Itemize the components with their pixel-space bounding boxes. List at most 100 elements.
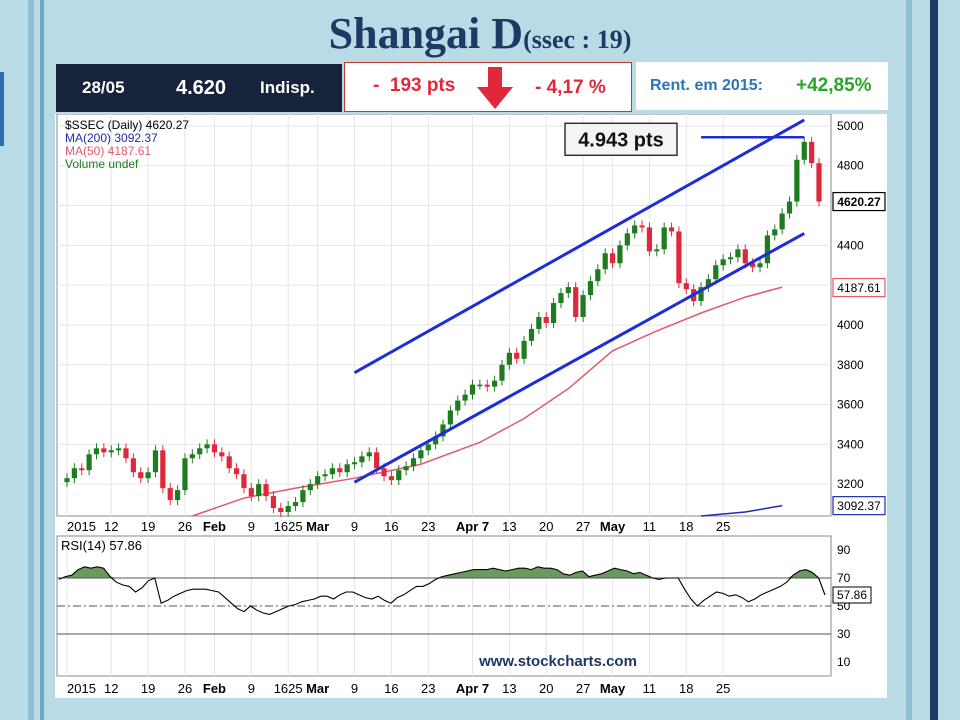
left-border-stripe bbox=[28, 0, 34, 720]
candle-body bbox=[219, 452, 225, 457]
rsi-date-tick-label: 27 bbox=[576, 681, 590, 696]
change-points: - 193 pts bbox=[373, 75, 456, 96]
ma50-price-tag-box bbox=[832, 277, 886, 298]
candle-body bbox=[307, 484, 313, 491]
candle-body bbox=[720, 259, 726, 266]
rsi-label: RSI(14) 57.86 bbox=[61, 538, 142, 553]
candle-body bbox=[278, 508, 284, 513]
rsi-date-tick-label: 25 bbox=[716, 681, 730, 696]
candle-body bbox=[182, 458, 188, 491]
ma200-line bbox=[700, 504, 783, 517]
upper-channel-line bbox=[353, 118, 805, 375]
candle-body bbox=[609, 253, 616, 264]
left-accent-bar bbox=[0, 72, 4, 146]
candle-body bbox=[521, 340, 527, 359]
candle-body bbox=[727, 257, 734, 260]
date-tick-label: 9 bbox=[351, 519, 358, 534]
candle-body bbox=[447, 410, 453, 425]
candle-body bbox=[152, 450, 159, 473]
candle-body bbox=[499, 364, 505, 381]
candle-body bbox=[388, 476, 394, 481]
candle-body bbox=[418, 450, 424, 459]
candle-body bbox=[676, 231, 682, 284]
candle-body bbox=[425, 444, 431, 451]
main-plot-area bbox=[56, 113, 832, 517]
date-tick-label: 11 bbox=[643, 519, 657, 534]
chart-frame: 3200340036003800400042004400460048005000… bbox=[55, 113, 887, 698]
candle-body bbox=[130, 458, 136, 473]
candle-body bbox=[292, 502, 299, 507]
info-date: 28/05 bbox=[82, 78, 125, 97]
candle-body bbox=[315, 476, 321, 485]
ma200-price-tag-box bbox=[832, 496, 886, 516]
candle-body bbox=[248, 488, 254, 497]
candle-body bbox=[506, 352, 512, 365]
candle-body bbox=[174, 490, 181, 501]
candle-body bbox=[735, 249, 741, 258]
price-tick-label: 3200 bbox=[837, 477, 864, 491]
candle-body bbox=[211, 444, 218, 453]
candle-body bbox=[233, 468, 240, 475]
change-box: - 193 pts - 4,17 % bbox=[344, 62, 632, 112]
rent-label: Rent. em 2015: bbox=[650, 77, 763, 94]
candle-body bbox=[801, 141, 807, 160]
candle-body bbox=[786, 201, 793, 214]
date-tick-label: 19 bbox=[141, 519, 155, 534]
rsi-date-tick-label: 9 bbox=[248, 681, 255, 696]
rsi-date-tick-label: 23 bbox=[421, 681, 435, 696]
candle-body bbox=[270, 496, 277, 509]
last-price-tag-box bbox=[832, 191, 886, 212]
candle-body bbox=[477, 384, 483, 387]
rsi-tick-label: 30 bbox=[837, 627, 851, 641]
price-tick-label: 4400 bbox=[837, 238, 864, 252]
candle-body bbox=[108, 450, 114, 453]
candle-body bbox=[79, 468, 85, 471]
rsi-date-tick-label: 13 bbox=[502, 681, 516, 696]
price-tick-label: 3600 bbox=[837, 398, 864, 412]
date-tick-label: 18 bbox=[679, 519, 693, 534]
rsi-date-tick-label: Feb bbox=[203, 681, 226, 696]
candle-body bbox=[705, 279, 712, 288]
candle-body bbox=[337, 468, 343, 473]
price-tick-label: 3800 bbox=[837, 358, 864, 372]
title-main: Shangai D bbox=[328, 9, 524, 58]
legend-entry: MA(50) 4187.61 bbox=[65, 144, 151, 158]
date-tick-label: 16 bbox=[384, 519, 398, 534]
rsi-date-tick-label: 16 bbox=[384, 681, 398, 696]
candle-body bbox=[455, 400, 461, 411]
candle-body bbox=[698, 287, 704, 302]
ma50-price-tag: 4187.61 bbox=[837, 281, 881, 295]
candle-body bbox=[403, 466, 409, 471]
candle-body bbox=[167, 488, 173, 501]
legend-entry: MA(200) 3092.37 bbox=[65, 131, 158, 145]
date-tick-label: 2015 bbox=[67, 519, 96, 534]
ma200-price-tag: 3092.37 bbox=[837, 499, 881, 513]
candle-body bbox=[322, 474, 328, 477]
candle-body bbox=[433, 436, 439, 445]
resistance-callout-label: 4.943 pts bbox=[578, 129, 664, 151]
down-arrow-icon bbox=[477, 67, 513, 109]
rsi-tick-label: 10 bbox=[837, 655, 851, 669]
rsi-last-value-box bbox=[832, 586, 872, 604]
legend-entry: $SSEC (Daily) 4620.27 bbox=[65, 118, 189, 132]
date-tick-label: 23 bbox=[421, 519, 435, 534]
date-tick-label: 9 bbox=[248, 519, 255, 534]
date-tick-label: 25 bbox=[716, 519, 730, 534]
candle-body bbox=[226, 456, 232, 469]
lower-channel-line bbox=[353, 232, 805, 484]
candle-body bbox=[750, 263, 756, 268]
date-tick-label: Feb bbox=[203, 519, 226, 534]
candle-body bbox=[256, 484, 262, 497]
date-tick-label: 1625 bbox=[274, 519, 303, 534]
rent-box: Rent. em 2015: +42,85% bbox=[636, 62, 888, 110]
rsi-last-value: 57.86 bbox=[837, 588, 867, 602]
rsi-tick-label: 90 bbox=[837, 543, 851, 557]
candle-body bbox=[587, 281, 594, 296]
rsi-date-tick-label: 12 bbox=[104, 681, 118, 696]
price-tick-label: 5000 bbox=[837, 119, 864, 133]
candle-body bbox=[189, 454, 195, 459]
rsi-date-tick-label: 11 bbox=[643, 681, 657, 696]
candle-body bbox=[558, 293, 564, 304]
date-tick-label: 20 bbox=[539, 519, 553, 534]
resistance-callout-box bbox=[564, 122, 678, 157]
